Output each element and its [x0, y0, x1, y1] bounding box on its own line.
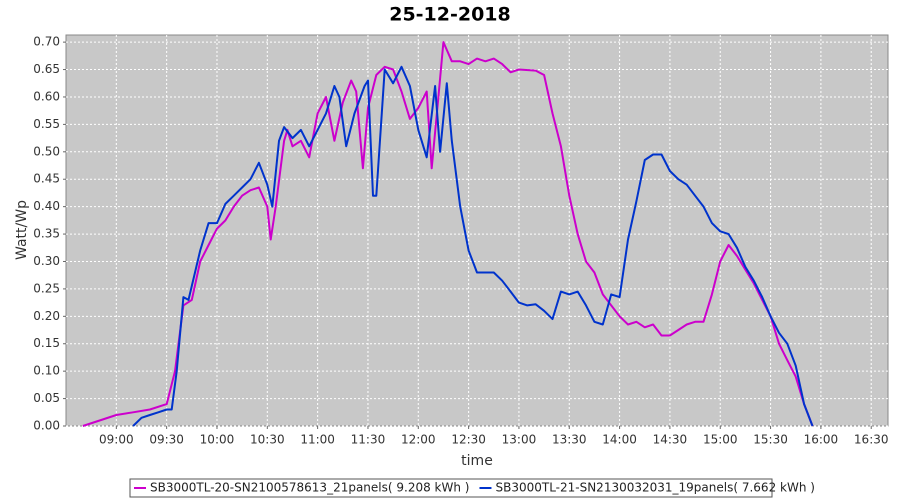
plot-area	[65, 34, 889, 427]
y-tick-label: 0.30	[33, 254, 60, 268]
y-tick-label: 0.10	[33, 364, 60, 378]
x-tick-label: 10:00	[200, 433, 235, 447]
legend-label: SB3000TL-20-SN2100578613_21panels( 9.208…	[150, 481, 469, 495]
y-tick-label: 0.65	[33, 62, 60, 76]
x-tick-label: 16:00	[804, 433, 839, 447]
legend	[129, 478, 773, 498]
x-tick-label: 11:30	[351, 433, 386, 447]
y-tick-label: 0.05	[33, 391, 60, 405]
x-tick-label: 14:30	[653, 433, 688, 447]
x-tick-label: 09:30	[149, 433, 184, 447]
x-tick-label: 13:30	[552, 433, 587, 447]
y-axis-label: Watt/Wp	[14, 200, 30, 260]
y-tick-label: 0.20	[33, 309, 60, 323]
y-tick-label: 0.60	[33, 89, 60, 103]
series-line	[132, 65, 814, 427]
x-tick-label: 12:30	[451, 433, 486, 447]
series-line	[82, 41, 814, 427]
x-tick-label: 12:00	[401, 433, 436, 447]
y-tick-label: 0.00	[33, 419, 60, 433]
y-tick-label: 0.50	[33, 144, 60, 158]
y-tick-label: 0.70	[33, 35, 60, 49]
x-tick-label: 09:00	[99, 433, 134, 447]
x-axis-label: time	[461, 453, 493, 469]
y-tick-label: 0.45	[33, 172, 60, 186]
y-tick-label: 0.40	[33, 199, 60, 213]
legend-label: SB3000TL-21-SN2130032031_19panels( 7.662…	[495, 481, 814, 495]
x-tick-label: 16:30	[854, 433, 889, 447]
y-tick-label: 0.55	[33, 117, 60, 131]
y-tick-label: 0.25	[33, 281, 60, 295]
y-tick-label: 0.15	[33, 336, 60, 350]
y-tick-label: 0.35	[33, 227, 60, 241]
x-tick-label: 14:00	[602, 433, 637, 447]
x-tick-label: 10:30	[250, 433, 285, 447]
chart-title: 25-12-2018	[389, 4, 511, 26]
x-tick-label: 15:30	[753, 433, 788, 447]
x-tick-label: 11:00	[300, 433, 335, 447]
x-tick-label: 15:00	[703, 433, 738, 447]
x-tick-label: 13:00	[502, 433, 537, 447]
